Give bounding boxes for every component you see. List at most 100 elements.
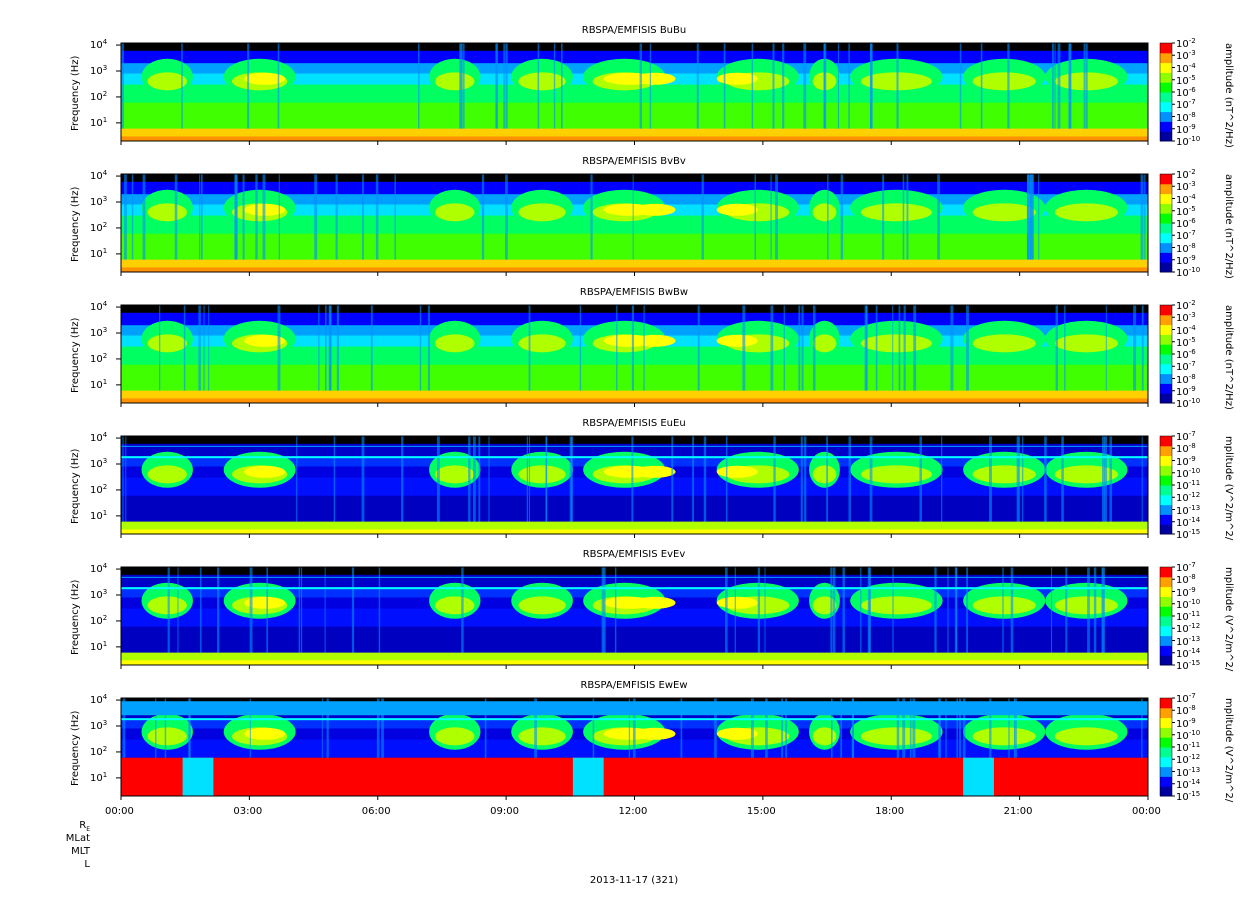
colorbar-segment — [1160, 776, 1172, 787]
panel-title: RBSPA/EMFISIS EwEw — [580, 680, 688, 691]
colorbar-tick-label: 10-4 — [1176, 192, 1196, 206]
colorbar-tick-label: 10-12 — [1176, 622, 1201, 636]
colorbar-tick-label: 10-15 — [1176, 790, 1201, 803]
date-label: 2013-11-17 (321) — [589, 875, 679, 886]
colorbar-segment — [1160, 43, 1172, 54]
colorbar-segment — [1160, 616, 1172, 627]
colorbar-tick-label: 10-3 — [1176, 49, 1196, 63]
colorbar-tick-label: 10-14 — [1176, 777, 1201, 791]
y-tick-label: 104 — [90, 169, 108, 183]
row-label: L — [84, 859, 90, 870]
colorbar-segment — [1160, 314, 1172, 326]
colorbar-tick-label: 10-14 — [1176, 646, 1201, 660]
colorbar-label: amplitude (nT^2/Hz) — [1223, 43, 1234, 148]
colorbar-tick-label: 10-9 — [1176, 122, 1196, 136]
y-tick-label: 101 — [90, 377, 108, 391]
colorbar-segment — [1160, 223, 1172, 234]
colorbar-tick-label: 10-13 — [1176, 503, 1201, 517]
colorbar-segment — [1160, 324, 1172, 335]
colorbar-segment — [1160, 655, 1172, 666]
y-axis-label: Frequency (Hz) — [70, 317, 81, 393]
colorbar-tick-label: 10-9 — [1176, 585, 1196, 599]
colorbar-segment — [1160, 475, 1172, 486]
colorbar-tick-label: 10-10 — [1176, 466, 1201, 480]
colorbar-segment — [1160, 52, 1172, 64]
y-tick-label: 104 — [90, 300, 108, 314]
colorbar-tick-label: 10-2 — [1176, 299, 1196, 312]
colorbar-tick-label: 10-3 — [1176, 180, 1196, 194]
colorbar-segment — [1160, 262, 1172, 273]
colorbar-segment — [1160, 514, 1172, 525]
colorbar-segment — [1160, 576, 1172, 588]
x-tick-label: 00:00 — [105, 806, 134, 817]
colorbar-segment — [1160, 635, 1172, 646]
colorbar-segment — [1160, 101, 1172, 113]
colorbar-tick-label: 10-8 — [1176, 442, 1196, 456]
colorbar-segment — [1160, 645, 1172, 656]
colorbar-segment — [1160, 334, 1172, 345]
colorbar-tick-label: 10-10 — [1176, 135, 1201, 148]
colorbar-tick-label: 10-9 — [1176, 716, 1196, 730]
colorbar-tick-label: 10-8 — [1176, 110, 1196, 124]
colorbar-tick-label: 10-3 — [1176, 311, 1196, 325]
colorbar-segment — [1160, 494, 1172, 506]
colorbar-tick-label: 10-7 — [1176, 430, 1196, 443]
colorbar-segment — [1160, 305, 1172, 316]
colorbar-label: amplitude (nT^2/Hz) — [1223, 174, 1234, 279]
colorbar-tick-label: 10-9 — [1176, 253, 1196, 267]
row-label: MLat — [65, 833, 90, 844]
colorbar-tick-label: 10-10 — [1176, 728, 1201, 742]
colorbar-segment — [1160, 213, 1172, 224]
colorbar-tick-label: 10-2 — [1176, 168, 1196, 181]
y-tick-label: 101 — [90, 115, 108, 129]
x-tick-label: 21:00 — [1003, 806, 1033, 817]
panel-4 — [116, 435, 1149, 538]
colorbar-label: mplitude (V^2/m^2/ — [1223, 567, 1234, 672]
colorbar-segment — [1160, 504, 1172, 515]
colorbar-tick-label: 10-15 — [1176, 659, 1201, 672]
colorbar-tick-label: 10-7 — [1176, 561, 1196, 574]
colorbar-segment — [1160, 92, 1172, 103]
row-label-re: RE — [79, 820, 90, 833]
y-tick-label: 102 — [90, 613, 108, 627]
colorbar-tick-label: 10-8 — [1176, 241, 1196, 255]
colorbar-tick-label: 10-11 — [1176, 741, 1201, 754]
colorbar-tick-label: 10-2 — [1176, 37, 1196, 50]
colorbar — [1159, 42, 1175, 142]
colorbar-tick-label: 10-4 — [1176, 323, 1196, 337]
y-tick-label: 103 — [90, 194, 108, 208]
y-tick-label: 101 — [90, 508, 108, 522]
colorbar — [1159, 173, 1175, 273]
colorbar-tick-label: 10-6 — [1176, 86, 1196, 99]
colorbar-segment — [1160, 455, 1172, 466]
spectrogram-image — [121, 567, 1148, 665]
colorbar-tick-label: 10-11 — [1176, 610, 1201, 623]
colorbar-segment — [1160, 121, 1172, 132]
y-tick-label: 102 — [90, 744, 108, 758]
colorbar-segment — [1160, 747, 1172, 758]
y-axis-label: Frequency (Hz) — [70, 55, 81, 131]
colorbar-segment — [1160, 436, 1172, 447]
colorbar-segment — [1160, 524, 1172, 535]
panel-title: RBSPA/EMFISIS EvEv — [582, 549, 686, 560]
spectrogram-image — [121, 43, 1148, 141]
colorbar-tick-label: 10-6 — [1176, 217, 1196, 230]
y-tick-label: 101 — [90, 770, 108, 784]
colorbar-tick-label: 10-11 — [1176, 479, 1201, 492]
colorbar-tick-label: 10-8 — [1176, 372, 1196, 386]
colorbar-segment — [1160, 606, 1172, 617]
y-tick-label: 103 — [90, 456, 108, 470]
y-tick-label: 103 — [90, 718, 108, 732]
colorbar-label: mplitude (V^2/m^2/ — [1223, 698, 1234, 803]
colorbar-tick-label: 10-10 — [1176, 597, 1201, 611]
panel-title: RBSPA/EMFISIS BwBw — [579, 287, 689, 298]
panel-title: RBSPA/EMFISIS BvBv — [582, 156, 686, 167]
colorbar-tick-label: 10-12 — [1176, 491, 1201, 505]
colorbar-segment — [1160, 465, 1172, 476]
colorbar — [1159, 435, 1175, 535]
colorbar-segment — [1160, 344, 1172, 355]
y-tick-label: 104 — [90, 562, 108, 576]
colorbar-tick-label: 10-9 — [1176, 454, 1196, 468]
colorbar-tick-label: 10-5 — [1176, 335, 1196, 349]
